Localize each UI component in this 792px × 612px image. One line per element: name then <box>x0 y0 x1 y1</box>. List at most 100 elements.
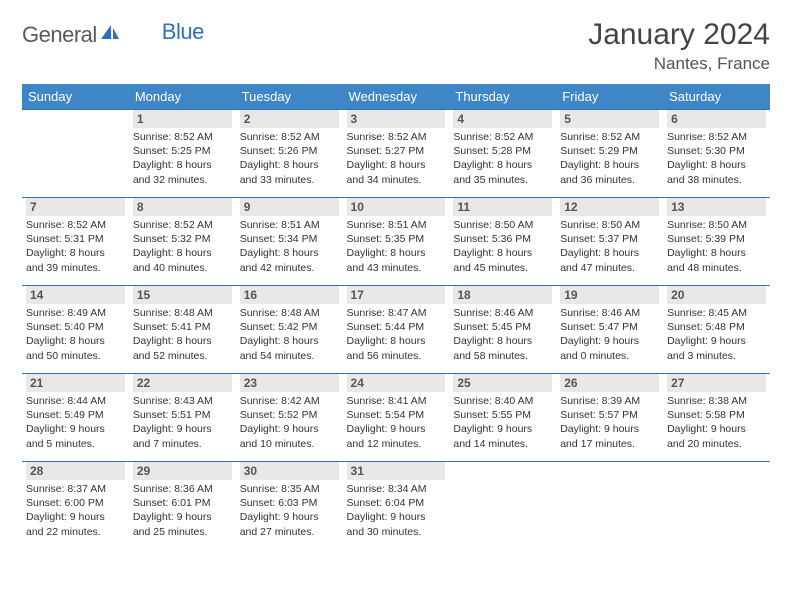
sunset-line: Sunset: 5:34 PM <box>240 232 339 246</box>
day-info: Sunrise: 8:51 AMSunset: 5:35 PMDaylight:… <box>347 218 446 275</box>
daylight-line: Daylight: 8 hours and 39 minutes. <box>26 246 125 274</box>
day-number: 14 <box>26 286 125 304</box>
sunrise-line: Sunrise: 8:52 AM <box>133 218 232 232</box>
sunrise-line: Sunrise: 8:52 AM <box>347 130 446 144</box>
sunrise-line: Sunrise: 8:48 AM <box>133 306 232 320</box>
day-number: 3 <box>347 110 446 128</box>
day-number: 23 <box>240 374 339 392</box>
day-info: Sunrise: 8:52 AMSunset: 5:31 PMDaylight:… <box>26 218 125 275</box>
sunrise-line: Sunrise: 8:46 AM <box>453 306 552 320</box>
daylight-line: Daylight: 8 hours and 52 minutes. <box>133 334 232 362</box>
day-number: 31 <box>347 462 446 480</box>
sunrise-line: Sunrise: 8:43 AM <box>133 394 232 408</box>
daylight-line: Daylight: 9 hours and 27 minutes. <box>240 510 339 538</box>
day-number: 19 <box>560 286 659 304</box>
day-number: 10 <box>347 198 446 216</box>
day-info: Sunrise: 8:46 AMSunset: 5:45 PMDaylight:… <box>453 306 552 363</box>
title-block: January 2024 Nantes, France <box>588 18 770 74</box>
sunrise-line: Sunrise: 8:49 AM <box>26 306 125 320</box>
daylight-line: Daylight: 9 hours and 0 minutes. <box>560 334 659 362</box>
day-cell: 19 Sunrise: 8:46 AMSunset: 5:47 PMDayligh… <box>556 286 663 374</box>
daylight-line: Daylight: 8 hours and 35 minutes. <box>453 158 552 186</box>
daylight-line: Daylight: 9 hours and 5 minutes. <box>26 422 125 450</box>
sunset-line: Sunset: 5:54 PM <box>347 408 446 422</box>
day-of-week-row: SundayMondayTuesdayWednesdayThursdayFrid… <box>22 84 770 110</box>
sunrise-line: Sunrise: 8:34 AM <box>347 482 446 496</box>
day-info: Sunrise: 8:37 AMSunset: 6:00 PMDaylight:… <box>26 482 125 539</box>
sunset-line: Sunset: 5:55 PM <box>453 408 552 422</box>
sunrise-line: Sunrise: 8:52 AM <box>453 130 552 144</box>
sunrise-line: Sunrise: 8:51 AM <box>240 218 339 232</box>
day-info: Sunrise: 8:49 AMSunset: 5:40 PMDaylight:… <box>26 306 125 363</box>
day-cell: 25Sunrise: 8:40 AMSunset: 5:55 PMDayligh… <box>449 374 556 462</box>
dow-header: Sunday <box>22 84 129 110</box>
day-cell: 27Sunrise: 8:38 AMSunset: 5:58 PMDayligh… <box>663 374 770 462</box>
day-cell: 16Sunrise: 8:48 AMSunset: 5:42 PMDayligh… <box>236 286 343 374</box>
daylight-line: Daylight: 8 hours and 38 minutes. <box>667 158 766 186</box>
daylight-line: Daylight: 8 hours and 34 minutes. <box>347 158 446 186</box>
daylight-line: Daylight: 8 hours and 33 minutes. <box>240 158 339 186</box>
sunrise-line: Sunrise: 8:37 AM <box>26 482 125 496</box>
daylight-line: Daylight: 9 hours and 12 minutes. <box>347 422 446 450</box>
daylight-line: Daylight: 8 hours and 32 minutes. <box>133 158 232 186</box>
day-info: Sunrise: 8:48 AMSunset: 5:41 PMDaylight:… <box>133 306 232 363</box>
sunset-line: Sunset: 5:57 PM <box>560 408 659 422</box>
sunset-line: Sunset: 5:27 PM <box>347 144 446 158</box>
day-number: 17 <box>347 286 446 304</box>
day-number: 5 <box>560 110 659 128</box>
daylight-line: Daylight: 8 hours and 47 minutes. <box>560 246 659 274</box>
day-cell: 15Sunrise: 8:48 AMSunset: 5:41 PMDayligh… <box>129 286 236 374</box>
day-number: 30 <box>240 462 339 480</box>
dow-header: Monday <box>129 84 236 110</box>
empty-cell <box>556 462 663 550</box>
day-cell: 8Sunrise: 8:52 AMSunset: 5:32 PMDaylight… <box>129 198 236 286</box>
day-cell: 13Sunrise: 8:50 AMSunset: 5:39 PMDayligh… <box>663 198 770 286</box>
day-info: Sunrise: 8:40 AMSunset: 5:55 PMDaylight:… <box>453 394 552 451</box>
sunrise-line: Sunrise: 8:47 AM <box>347 306 446 320</box>
daylight-line: Daylight: 9 hours and 17 minutes. <box>560 422 659 450</box>
day-number: 21 <box>26 374 125 392</box>
sunrise-line: Sunrise: 8:36 AM <box>133 482 232 496</box>
sunrise-line: Sunrise: 8:38 AM <box>667 394 766 408</box>
day-number: 18 <box>453 286 552 304</box>
day-info: Sunrise: 8:50 AMSunset: 5:37 PMDaylight:… <box>560 218 659 275</box>
sunset-line: Sunset: 5:35 PM <box>347 232 446 246</box>
dow-header: Tuesday <box>236 84 343 110</box>
day-number: 9 <box>240 198 339 216</box>
sunset-line: Sunset: 6:01 PM <box>133 496 232 510</box>
day-info: Sunrise: 8:52 AMSunset: 5:32 PMDaylight:… <box>133 218 232 275</box>
sunrise-line: Sunrise: 8:42 AM <box>240 394 339 408</box>
day-info: Sunrise: 8:47 AMSunset: 5:44 PMDaylight:… <box>347 306 446 363</box>
daylight-line: Daylight: 9 hours and 30 minutes. <box>347 510 446 538</box>
day-info: Sunrise: 8:46 AMSunset: 5:47 PMDaylight:… <box>560 306 659 363</box>
day-number: 22 <box>133 374 232 392</box>
day-info: Sunrise: 8:50 AMSunset: 5:39 PMDaylight:… <box>667 218 766 275</box>
day-cell: 4Sunrise: 8:52 AMSunset: 5:28 PMDaylight… <box>449 110 556 198</box>
day-info: Sunrise: 8:35 AMSunset: 6:03 PMDaylight:… <box>240 482 339 539</box>
day-info: Sunrise: 8:39 AMSunset: 5:57 PMDaylight:… <box>560 394 659 451</box>
day-cell: 22Sunrise: 8:43 AMSunset: 5:51 PMDayligh… <box>129 374 236 462</box>
day-info: Sunrise: 8:41 AMSunset: 5:54 PMDaylight:… <box>347 394 446 451</box>
sunrise-line: Sunrise: 8:41 AM <box>347 394 446 408</box>
sunrise-line: Sunrise: 8:51 AM <box>347 218 446 232</box>
sunset-line: Sunset: 5:58 PM <box>667 408 766 422</box>
daylight-line: Daylight: 8 hours and 36 minutes. <box>560 158 659 186</box>
day-cell: 23Sunrise: 8:42 AMSunset: 5:52 PMDayligh… <box>236 374 343 462</box>
day-cell: 29Sunrise: 8:36 AMSunset: 6:01 PMDayligh… <box>129 462 236 550</box>
sunrise-line: Sunrise: 8:46 AM <box>560 306 659 320</box>
sunset-line: Sunset: 5:31 PM <box>26 232 125 246</box>
daylight-line: Daylight: 9 hours and 7 minutes. <box>133 422 232 450</box>
day-cell: 12Sunrise: 8:50 AMSunset: 5:37 PMDayligh… <box>556 198 663 286</box>
sunrise-line: Sunrise: 8:48 AM <box>240 306 339 320</box>
day-cell: 1Sunrise: 8:52 AMSunset: 5:25 PMDaylight… <box>129 110 236 198</box>
daylight-line: Daylight: 9 hours and 25 minutes. <box>133 510 232 538</box>
daylight-line: Daylight: 8 hours and 50 minutes. <box>26 334 125 362</box>
page-title: January 2024 <box>588 18 770 52</box>
daylight-line: Daylight: 9 hours and 22 minutes. <box>26 510 125 538</box>
day-number: 28 <box>26 462 125 480</box>
sunrise-line: Sunrise: 8:52 AM <box>26 218 125 232</box>
day-info: Sunrise: 8:52 AMSunset: 5:25 PMDaylight:… <box>133 130 232 187</box>
day-number: 24 <box>347 374 446 392</box>
empty-cell <box>22 110 129 198</box>
day-cell: 9Sunrise: 8:51 AMSunset: 5:34 PMDaylight… <box>236 198 343 286</box>
